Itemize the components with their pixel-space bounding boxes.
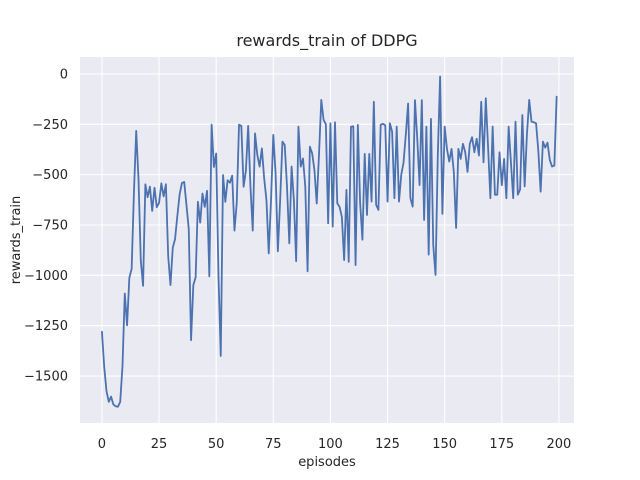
y-tick-label: −250 xyxy=(32,118,68,133)
y-tick-label: −1000 xyxy=(24,269,68,284)
y-tick-label: −1500 xyxy=(24,370,68,385)
gridlines xyxy=(80,57,574,423)
x-tick-label: 150 xyxy=(432,437,457,452)
x-axis-label: episodes xyxy=(298,455,356,470)
reward-line-series xyxy=(101,75,558,408)
plot-area xyxy=(80,57,574,423)
x-tick-labels: 0 25 50 75 100 125 150 175 200 xyxy=(98,437,572,452)
x-tick-label: 200 xyxy=(547,437,572,452)
chart-title: rewards_train of DDPG xyxy=(236,31,417,51)
y-tick-label: −750 xyxy=(32,218,68,233)
x-tick-label: 125 xyxy=(375,437,400,452)
y-axis-label: rewards_train xyxy=(9,196,24,285)
x-tick-label: 175 xyxy=(489,437,514,452)
x-tick-label: 0 xyxy=(98,437,106,452)
x-tick-label: 25 xyxy=(151,437,168,452)
x-tick-label: 50 xyxy=(208,437,225,452)
y-tick-label: −1250 xyxy=(24,319,68,334)
x-tick-label: 75 xyxy=(265,437,282,452)
y-tick-labels: 0 −250 −500 −750 −1000 −1250 −1500 xyxy=(24,67,68,384)
y-tick-label: −500 xyxy=(32,168,68,183)
x-tick-label: 100 xyxy=(318,437,343,452)
y-tick-label: 0 xyxy=(60,67,68,82)
